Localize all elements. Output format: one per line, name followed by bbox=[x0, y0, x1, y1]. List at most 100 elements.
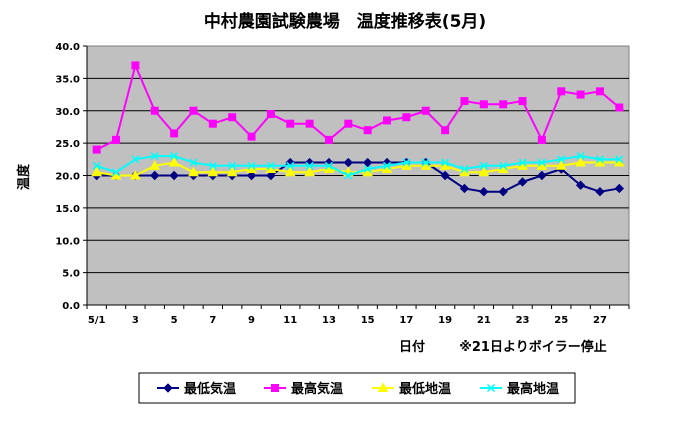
data-point bbox=[499, 161, 508, 170]
x-tick-label: 19 bbox=[438, 315, 452, 326]
data-point bbox=[150, 152, 159, 161]
data-point bbox=[189, 106, 198, 115]
data-point bbox=[170, 129, 179, 138]
data-point bbox=[324, 135, 333, 144]
y-axis-label: 温度 bbox=[16, 163, 32, 190]
x-tick-label: 13 bbox=[322, 315, 336, 326]
data-point bbox=[576, 90, 585, 99]
data-point bbox=[208, 161, 217, 170]
data-point bbox=[518, 158, 527, 167]
data-point bbox=[228, 161, 237, 170]
data-point bbox=[383, 116, 392, 125]
data-point bbox=[537, 170, 547, 181]
legend-entry: 最高地温 bbox=[480, 381, 559, 397]
data-point bbox=[286, 161, 295, 170]
data-point bbox=[479, 161, 488, 170]
data-point bbox=[149, 160, 161, 170]
data-point bbox=[168, 157, 180, 167]
data-point bbox=[362, 157, 373, 168]
gridlines bbox=[87, 77, 629, 274]
legend-marker bbox=[271, 384, 279, 392]
data-point bbox=[363, 126, 372, 135]
data-point bbox=[247, 161, 256, 170]
data-point bbox=[284, 166, 296, 177]
legend-label: 最高地温 bbox=[507, 381, 559, 397]
series-line bbox=[96, 155, 620, 177]
data-point bbox=[595, 155, 604, 164]
data-point bbox=[421, 158, 430, 167]
data-point bbox=[305, 119, 314, 128]
data-point bbox=[557, 87, 566, 96]
x-tick-label: 27 bbox=[593, 315, 607, 326]
legend-marker bbox=[486, 383, 496, 393]
data-point bbox=[383, 161, 392, 170]
data-point bbox=[228, 113, 237, 122]
data-point bbox=[459, 183, 470, 194]
legend-entry: 最高気温 bbox=[264, 381, 343, 397]
y-tick-label: 0.0 bbox=[62, 301, 80, 312]
x-tick-label: 21 bbox=[477, 315, 491, 326]
data-point bbox=[247, 132, 256, 141]
y-tick-label: 5.0 bbox=[62, 269, 80, 280]
data-point bbox=[421, 106, 430, 115]
x-axis-label: 日付 bbox=[399, 339, 425, 355]
data-point bbox=[305, 161, 314, 170]
data-point bbox=[614, 183, 625, 194]
y-tick-label: 30.0 bbox=[55, 107, 80, 118]
x-tick-label: 7 bbox=[209, 315, 216, 326]
legend: 最低気温 最高気温 最低地温 最高地温 bbox=[157, 381, 559, 397]
data-point bbox=[150, 170, 160, 181]
data-point bbox=[246, 170, 257, 181]
data-point bbox=[555, 160, 567, 170]
y-tick-label: 10.0 bbox=[55, 236, 80, 247]
data-point bbox=[169, 170, 179, 181]
chart-note: ※21日よりボイラー停止 bbox=[459, 339, 606, 355]
legend-label: 最低地温 bbox=[399, 381, 451, 397]
x-tick-label: 11 bbox=[283, 315, 297, 326]
data-point bbox=[479, 186, 489, 197]
data-point bbox=[595, 87, 604, 96]
series-line bbox=[96, 62, 620, 151]
data-point bbox=[557, 155, 566, 164]
data-point bbox=[92, 145, 101, 154]
data-point bbox=[518, 97, 527, 106]
y-tick-label: 40.0 bbox=[55, 42, 80, 53]
data-point bbox=[266, 109, 275, 118]
data-point bbox=[460, 97, 469, 106]
x-tick-label: 15 bbox=[361, 315, 375, 326]
data-point bbox=[537, 135, 546, 144]
data-point bbox=[131, 155, 140, 164]
data-point bbox=[208, 119, 217, 128]
data-point bbox=[479, 100, 488, 109]
data-point bbox=[226, 166, 238, 177]
x-tick-label: 23 bbox=[516, 315, 530, 326]
data-point bbox=[91, 166, 103, 177]
legend-entry: 最低気温 bbox=[157, 381, 236, 397]
series-2 bbox=[92, 61, 624, 154]
chart-title: 中村農園試験農場 温度推移表(5月) bbox=[204, 11, 486, 32]
legend-marker bbox=[163, 383, 173, 393]
y-tick-label: 25.0 bbox=[55, 139, 80, 150]
data-point bbox=[615, 103, 624, 112]
data-point bbox=[440, 170, 450, 181]
series-4 bbox=[92, 152, 624, 180]
legend-box bbox=[138, 372, 576, 404]
data-point bbox=[207, 166, 219, 177]
legend-marker bbox=[377, 382, 389, 392]
data-point bbox=[188, 166, 199, 177]
data-point bbox=[266, 170, 276, 181]
data-point bbox=[402, 113, 411, 122]
data-point bbox=[575, 180, 586, 190]
data-point bbox=[130, 169, 141, 180]
data-point bbox=[150, 106, 159, 115]
y-tick-label: 20.0 bbox=[55, 172, 80, 183]
data-point bbox=[112, 168, 121, 177]
series-line bbox=[96, 161, 620, 193]
data-point bbox=[131, 61, 140, 70]
data-point bbox=[478, 166, 490, 177]
data-point bbox=[363, 164, 372, 174]
x-tick-label: 9 bbox=[248, 315, 255, 326]
x-tick-label: 5 bbox=[171, 315, 178, 326]
data-point bbox=[460, 164, 469, 174]
